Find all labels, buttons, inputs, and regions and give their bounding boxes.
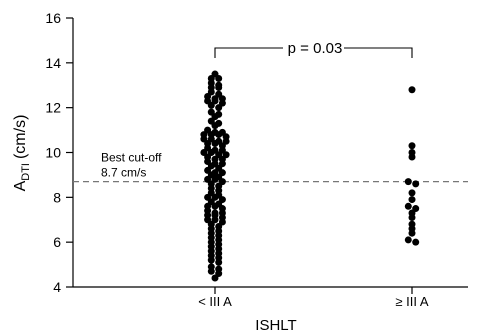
- x-tick-label: < III A: [198, 294, 232, 309]
- data-point: [412, 238, 420, 246]
- y-tick-label: 10: [45, 145, 61, 161]
- data-point: [215, 258, 223, 266]
- data-point: [215, 75, 223, 83]
- data-point: [408, 153, 416, 161]
- data-points: [200, 70, 420, 282]
- p-value-label: p = 0.03: [288, 40, 343, 57]
- y-ticks: 4 6 8 10 12 14 16: [45, 10, 73, 295]
- data-point: [408, 214, 416, 222]
- significance-bracket: [214, 47, 413, 58]
- data-point: [215, 104, 223, 112]
- data-point: [404, 236, 412, 244]
- data-point: [408, 189, 416, 197]
- y-axis-label-main: A: [12, 180, 29, 191]
- data-point: [408, 86, 416, 94]
- data-point: [408, 196, 416, 204]
- data-point: [211, 274, 219, 282]
- y-tick-label: 6: [53, 234, 61, 250]
- y-tick-label: 14: [45, 55, 61, 71]
- data-point: [404, 202, 412, 210]
- cutoff-label-line1: Best cut-off: [101, 151, 162, 165]
- cutoff-label-line2: 8.7 cm/s: [101, 166, 146, 180]
- data-point: [207, 267, 215, 275]
- data-point: [215, 83, 223, 91]
- x-axis-label: ISHLT: [255, 317, 296, 334]
- y-tick-label: 16: [45, 10, 61, 26]
- data-point: [207, 256, 215, 264]
- data-point: [412, 180, 420, 188]
- data-point: [211, 140, 219, 148]
- data-point: [408, 142, 416, 150]
- y-axis-label-subscript: DTI: [20, 163, 32, 181]
- data-point: [215, 131, 223, 139]
- data-point: [211, 202, 219, 210]
- data-point: [211, 122, 219, 130]
- y-tick-label: 12: [45, 100, 61, 116]
- data-point: [207, 101, 215, 109]
- y-tick-label: 4: [53, 279, 61, 295]
- data-point: [404, 178, 412, 186]
- x-tick-label: ≥ III A: [395, 294, 428, 309]
- y-axis-label-unit: (cm/s): [12, 115, 29, 159]
- y-tick-label: 8: [53, 189, 61, 205]
- data-point: [408, 229, 416, 237]
- x-ticks: < III A ≥ III A: [198, 287, 429, 309]
- y-axis-label: ADTI (cm/s): [12, 115, 32, 192]
